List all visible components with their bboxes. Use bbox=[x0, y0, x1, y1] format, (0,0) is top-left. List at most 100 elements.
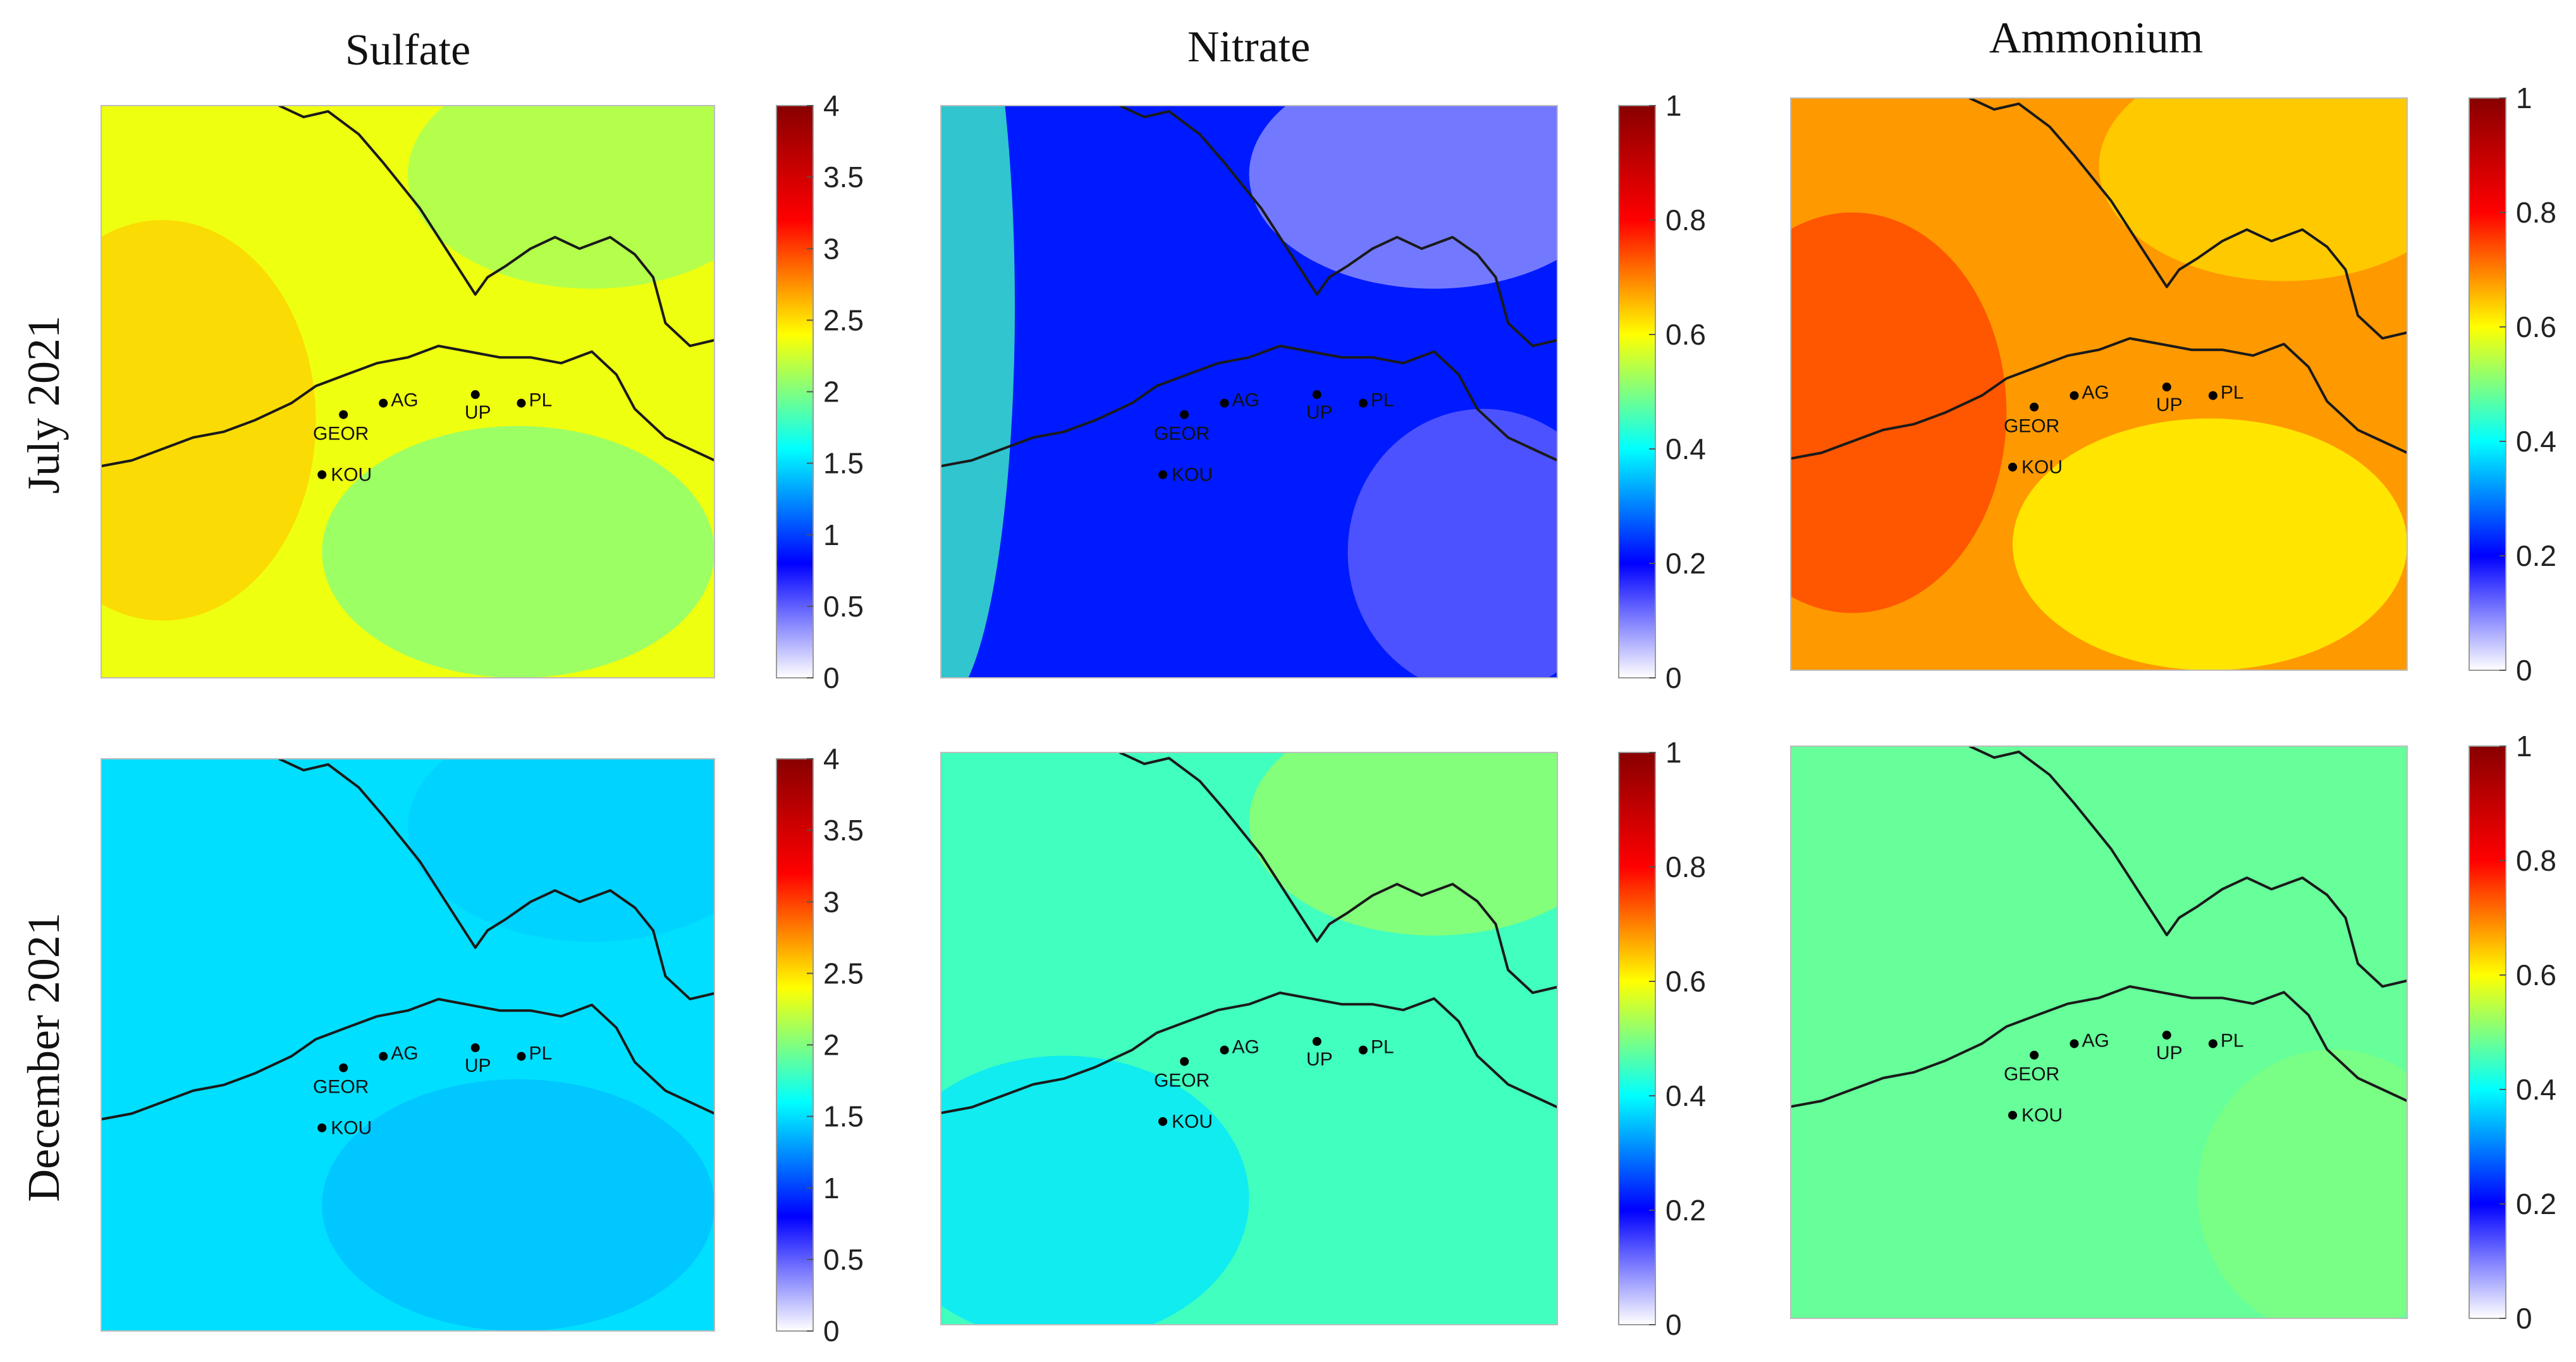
colorbar-tick-label: 0 bbox=[2516, 654, 2532, 687]
colorbar-tick-label: 0.6 bbox=[1665, 318, 1706, 351]
border-line-north bbox=[1968, 98, 2407, 340]
colorbar-tick-label: 1 bbox=[2516, 730, 2532, 763]
colorbar-tick-label: 0.6 bbox=[2516, 310, 2556, 343]
field-patch bbox=[322, 1079, 715, 1331]
border-line-north bbox=[1119, 752, 1557, 995]
colorbar-tick-label: 0.2 bbox=[2516, 539, 2556, 572]
site-label-kou: KOU bbox=[331, 1118, 372, 1139]
colorbar-tick-label: 0.2 bbox=[2516, 1187, 2556, 1220]
field-patch bbox=[1347, 408, 1557, 678]
site-marker-ag bbox=[1220, 1045, 1229, 1055]
colorbar-tick-label: 1 bbox=[1665, 736, 1682, 769]
colorbar-tick-label: 2 bbox=[823, 376, 840, 408]
field-patch bbox=[1791, 212, 2007, 613]
field-patch bbox=[2099, 98, 2407, 281]
colorbar-tick-label: 0.5 bbox=[823, 1243, 864, 1276]
colorbar-tick-label: 0 bbox=[823, 661, 840, 694]
colorbar-tick-label: 1.5 bbox=[823, 447, 864, 480]
site-marker-geor bbox=[2030, 402, 2039, 412]
site-label-ag: AG bbox=[1232, 390, 1260, 411]
site-marker-pl bbox=[1358, 398, 1368, 408]
colorbar-tick-label: 0.6 bbox=[1665, 965, 1706, 998]
colorbar-tick-label: 0.2 bbox=[1665, 547, 1706, 580]
colorbar bbox=[1618, 105, 1656, 678]
site-label-up: UP bbox=[2156, 1043, 2183, 1064]
row-title-december: December 2021 bbox=[18, 912, 69, 1202]
colorbar-tick-label: 3 bbox=[823, 232, 840, 265]
site-marker-geor bbox=[2030, 1050, 2039, 1060]
field-patch bbox=[2013, 418, 2407, 670]
border-line-north bbox=[1119, 106, 1557, 348]
panel-frame bbox=[940, 752, 1558, 1325]
site-marker-ag bbox=[2070, 391, 2079, 400]
site-marker-kou bbox=[2008, 1110, 2017, 1120]
site-marker-up bbox=[2162, 1031, 2171, 1040]
site-marker-geor bbox=[1180, 410, 1189, 419]
site-marker-up bbox=[1312, 1037, 1322, 1046]
site-label-kou: KOU bbox=[2021, 1105, 2063, 1126]
site-marker-up bbox=[2162, 383, 2171, 392]
field-patch bbox=[408, 759, 715, 942]
border-line-north bbox=[278, 759, 715, 1001]
site-marker-pl bbox=[2208, 391, 2217, 400]
colorbar-tick-label: 3 bbox=[823, 885, 840, 918]
colorbar-tick-label: 1 bbox=[823, 1172, 840, 1205]
colorbar-tick-label: 0.5 bbox=[823, 590, 864, 623]
site-label-ag: AG bbox=[391, 1043, 418, 1064]
concentration-field bbox=[1791, 98, 2407, 670]
row-title-july: July 2021 bbox=[18, 316, 69, 494]
site-label-up: UP bbox=[1306, 1049, 1333, 1070]
site-label-ag: AG bbox=[2082, 1031, 2109, 1052]
site-label-pl: PL bbox=[529, 390, 552, 411]
border-line-south bbox=[101, 998, 715, 1121]
colorbar-tick-label: 0.4 bbox=[2516, 425, 2556, 458]
site-marker-kou bbox=[317, 1123, 327, 1132]
colorbar bbox=[2469, 97, 2506, 671]
site-label-kou: KOU bbox=[1172, 1112, 1213, 1132]
colorbar-tick-label: 3.5 bbox=[823, 814, 864, 847]
panel-3: AG GEOR UP PL KOU 4 3.5 3 2.5 2 1.5 1 0.5 0 bbox=[101, 742, 864, 1347]
site-label-up: UP bbox=[1306, 402, 1333, 423]
site-marker-pl bbox=[1358, 1045, 1368, 1055]
border-line-south bbox=[1791, 337, 2407, 460]
concentration-field bbox=[101, 106, 715, 678]
panel-frame bbox=[1790, 97, 2408, 671]
panel-0: AG GEOR UP PL KOU 4 3.5 3 2.5 2 1.5 1 0.5 0 bbox=[101, 89, 864, 694]
site-marker-kou bbox=[1158, 1117, 1167, 1126]
site-label-geor: GEOR bbox=[313, 1077, 369, 1098]
colorbar-tick-label: 3.5 bbox=[823, 161, 864, 193]
concentration-field bbox=[101, 759, 715, 1331]
site-label-pl: PL bbox=[2221, 1031, 2244, 1052]
site-marker-ag bbox=[1220, 398, 1229, 408]
site-label-pl: PL bbox=[529, 1043, 552, 1064]
colorbar-tick-label: 1 bbox=[1665, 89, 1682, 122]
border-line-north bbox=[1968, 746, 2407, 988]
panel-frame bbox=[101, 758, 715, 1332]
colorbar-tick-label: 0.8 bbox=[2516, 196, 2556, 229]
field-patch bbox=[1249, 106, 1557, 289]
site-label-kou: KOU bbox=[1172, 465, 1213, 486]
panel-4: AG GEOR UP PL KOU 1 0.8 0.6 0.4 0.2 0 bbox=[940, 736, 1706, 1341]
field-patch bbox=[408, 106, 715, 289]
colorbar-tick-label: 2 bbox=[823, 1029, 840, 1062]
site-label-pl: PL bbox=[2221, 383, 2244, 403]
site-marker-pl bbox=[517, 398, 526, 408]
colorbar-tick-label: 2.5 bbox=[823, 957, 864, 990]
site-label-geor: GEOR bbox=[1154, 1071, 1210, 1091]
site-label-pl: PL bbox=[1371, 390, 1394, 411]
column-title-sulfate: Sulfate bbox=[345, 26, 470, 75]
site-marker-geor bbox=[339, 1063, 348, 1072]
colorbar-tick-label: 0.8 bbox=[1665, 204, 1706, 236]
site-label-ag: AG bbox=[1232, 1037, 1260, 1058]
field-patch bbox=[1249, 752, 1557, 936]
concentration-field bbox=[941, 106, 1557, 678]
concentration-field bbox=[941, 752, 1557, 1325]
site-marker-kou bbox=[2008, 462, 2017, 472]
panel-frame bbox=[101, 105, 715, 678]
panel-frame bbox=[940, 105, 1558, 678]
colorbar-tick-label: 1.5 bbox=[823, 1100, 864, 1133]
site-label-ag: AG bbox=[391, 390, 418, 411]
colorbar-tick-label: 4 bbox=[823, 742, 840, 775]
site-label-kou: KOU bbox=[331, 465, 372, 486]
site-marker-ag bbox=[379, 1052, 388, 1061]
